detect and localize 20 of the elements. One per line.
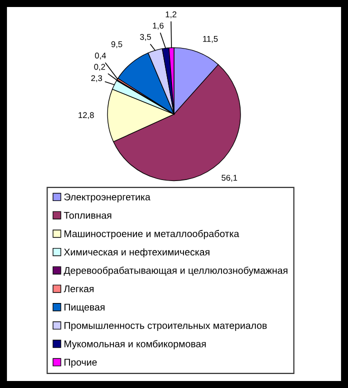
data-label: 12,8	[78, 112, 94, 120]
data-label: 1,6	[152, 22, 164, 30]
legend-label: Электроэнергетика	[64, 194, 150, 202]
data-label: 56,1	[222, 174, 238, 182]
legend-label: Прочие	[64, 358, 97, 368]
data-label: 9,5	[111, 41, 122, 48]
data-label: 0,2	[94, 64, 106, 71]
data-label: 0,4	[94, 52, 106, 60]
data-label: 1,2	[166, 11, 176, 18]
legend-label: Машиностроение и металлообработка	[64, 230, 240, 240]
data-label: 11,5	[203, 36, 218, 43]
legend-label: Химическая и нефтехимическая	[64, 248, 210, 258]
legend-label: Мукомольная и комбикормовая	[64, 340, 206, 350]
legend-label: Пищевая	[64, 304, 104, 312]
legend-label: Промышленность строительных материалов	[64, 322, 267, 331]
legend-label: Легкая	[64, 285, 94, 292]
legend-label: Топливная	[64, 212, 112, 219]
legend-label: Деревообрабатывающая и целлюлознобумажная	[64, 266, 288, 276]
data-label: 3,5	[140, 34, 151, 41]
data-label: 2,3	[91, 75, 102, 82]
